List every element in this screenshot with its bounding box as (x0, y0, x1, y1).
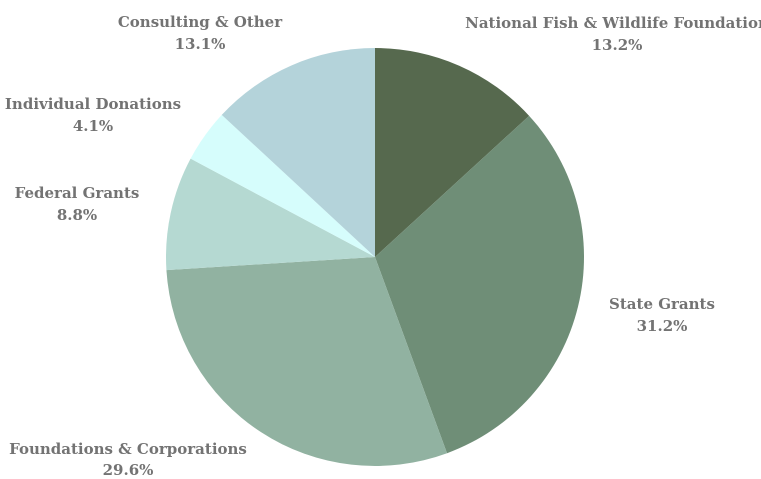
pie-slice-foundations-corporations (166, 257, 448, 466)
pie-slices (166, 48, 584, 466)
slice-value-foundations-corporations: 29.6% (103, 461, 154, 479)
slice-value-federal-grants: 8.8% (57, 206, 97, 224)
slice-label-consulting-other: Consulting & Other (118, 13, 283, 31)
slice-label-state-grants: State Grants (609, 295, 715, 313)
slice-value-state-grants: 31.2% (637, 317, 688, 335)
pie-slice-individual-donations (190, 114, 375, 257)
pie-slice-federal-grants (166, 158, 375, 271)
slice-label-national-fish-wildlife-foundation: National Fish & Wildlife Foundation (465, 14, 761, 32)
pie-slice-consulting-other (221, 48, 375, 257)
slice-value-national-fish-wildlife-foundation: 13.2% (592, 36, 643, 54)
slice-label-individual-donations: Individual Donations (5, 95, 181, 113)
slice-value-individual-donations: 4.1% (73, 117, 113, 135)
pie-slice-state-grants (375, 115, 584, 454)
pie-labels: National Fish & Wildlife Foundation 13.2… (5, 13, 761, 479)
slice-label-foundations-corporations: Foundations & Corporations (9, 440, 247, 458)
slice-value-consulting-other: 13.1% (175, 35, 226, 53)
pie-slice-national-fish-wildlife-foundation (375, 48, 530, 257)
slice-label-federal-grants: Federal Grants (15, 184, 140, 202)
